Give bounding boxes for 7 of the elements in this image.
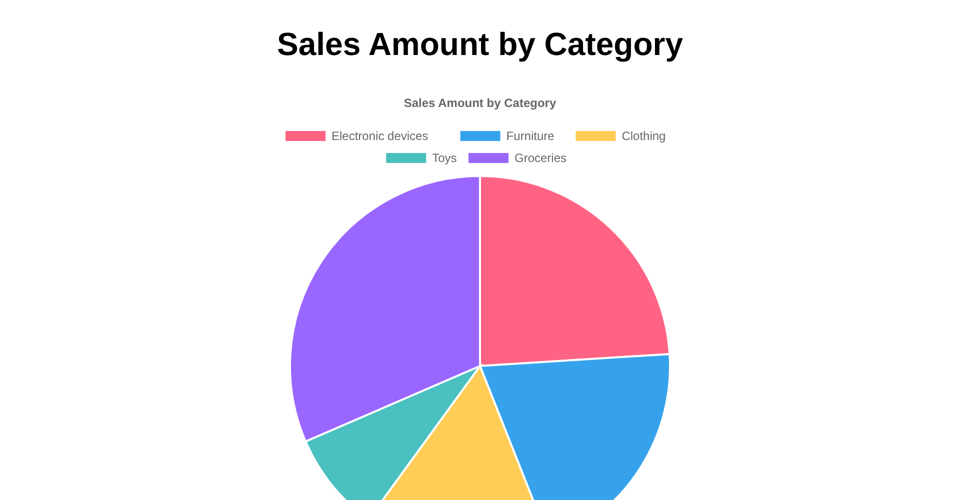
chart-title: Sales Amount by Category — [276, 26, 684, 62]
legend-label: Toys — [432, 151, 457, 165]
legend-label: Furniture — [506, 129, 555, 143]
legend-label: Groceries — [514, 151, 567, 165]
legend-label: Electronic devices — [332, 129, 428, 143]
chart-subtitle: Sales Amount by Category — [404, 96, 556, 110]
legend-label: Clothing — [622, 129, 666, 143]
